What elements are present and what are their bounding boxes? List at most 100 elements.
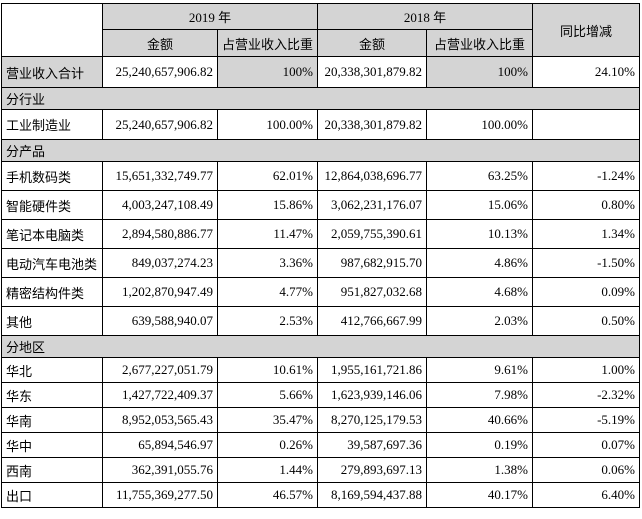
yoy-cell: 1.34% (532, 219, 641, 249)
ratio-2019-cell: 5.66% (216, 382, 319, 408)
row-label-cell: 华中 (1, 432, 103, 458)
row-label-cell: 笔记本电脑类 (1, 219, 103, 249)
ratio-2018-cell: 15.06% (426, 190, 534, 220)
yoy-cell: 0.07% (532, 432, 641, 458)
amount-2018-cell: 3,062,231,176.07 (317, 190, 428, 220)
table-row: 西南 362,391,055.76 1.44% 279,893,697.13 1.38%… (1, 457, 641, 483)
row-label-cell: 出口 (1, 482, 103, 508)
yoy-cell: 0.50% (532, 306, 641, 336)
yoy-cell: 0.06% (532, 457, 641, 483)
ratio-2018-cell: 0.19% (426, 432, 534, 458)
year-2019-header: 2019 年 (101, 3, 319, 30)
table-row: 华北 2,677,227,051.79 10.61% 1,955,161,721.86… (1, 357, 641, 383)
section-row: 分产品 (0, 139, 641, 162)
ratio-2018-cell: 9.61% (426, 357, 534, 383)
amount-2018-cell: 1,955,161,721.86 (317, 357, 428, 383)
ratio-2018-cell: 4.86% (426, 248, 534, 278)
amount-2018-cell: 39,587,697.36 (317, 432, 428, 458)
amount-2019-cell: 15,651,332,749.77 (102, 161, 218, 191)
yoy-cell: 0.80% (532, 190, 641, 220)
amount-2019-cell: 25,240,657,906.82 (102, 109, 218, 140)
table-row: 手机数码类 15,651,332,749.77 62.01% 12,864,038,6… (1, 161, 641, 191)
amount-2019-cell: 65,894,546.97 (102, 432, 218, 458)
year-2018-header: 2018 年 (317, 3, 534, 30)
row-label-cell: 手机数码类 (1, 161, 103, 191)
amount-2019-cell: 2,894,580,886.77 (102, 219, 218, 249)
ratio-2018-cell: 40.66% (426, 407, 534, 433)
table-row: 出口 11,755,369,277.50 46.57% 8,169,594,437.8… (1, 482, 641, 508)
ratio-2019-cell: 0.26% (216, 432, 319, 458)
amount-2018-cell: 20,338,301,879.82 (317, 56, 428, 88)
table-row: 智能硬件类 4,003,247,108.49 15.86% 3,062,231,176… (1, 190, 641, 220)
row-label-cell: 华南 (1, 407, 103, 433)
amount-2018-cell: 2,059,755,390.61 (317, 219, 428, 249)
table-row: 华南 8,952,053,565.43 35.47% 8,270,125,179.53… (1, 407, 641, 433)
row-label-cell: 工业制造业 (1, 109, 103, 140)
amount-2019-cell: 1,427,722,409.37 (102, 382, 218, 408)
ratio-2018-cell: 2.03% (426, 306, 534, 336)
row-label-cell: 精密结构件类 (1, 277, 103, 307)
ratio-2019-cell: 10.61% (216, 357, 319, 383)
table-row: 华中 65,894,546.97 0.26% 39,587,697.36 0.19% 0.… (1, 432, 641, 458)
ratio-2019-cell: 15.86% (216, 190, 319, 220)
ratio-2018-cell: 10.13% (426, 219, 534, 249)
yoy-header: 同比增减 (532, 3, 641, 57)
ratio-2019-cell: 46.57% (216, 482, 319, 508)
corner-cell (1, 3, 103, 57)
table-row: 笔记本电脑类 2,894,580,886.77 11.47% 2,059,755,39… (1, 219, 641, 249)
yoy-cell: -1.50% (532, 248, 641, 278)
amount-2019-cell: 2,677,227,051.79 (102, 357, 218, 383)
ratio-2019-cell: 4.77% (216, 277, 319, 307)
ratio-2018-cell: 100% (426, 56, 534, 88)
table-row: 营业收入合计 25,240,657,906.82 100% 20,338,301,87… (1, 56, 641, 88)
ratio-2019-cell: 2.53% (216, 306, 319, 336)
table-body: 营业收入合计 25,240,657,906.82 100% 20,338,301,87… (0, 56, 641, 508)
amount-2018-cell: 951,827,032.68 (317, 277, 428, 307)
yoy-cell: 24.10% (532, 56, 641, 88)
amount-2019-cell: 849,037,274.23 (102, 248, 218, 278)
ratio-2018-cell: 1.38% (426, 457, 534, 483)
amount-2019-cell: 25,240,657,906.82 (102, 56, 218, 88)
section-label: 分地区 (0, 335, 641, 358)
yoy-cell: -5.19% (532, 407, 641, 433)
table-header: 2019 年 2018 年 同比增减 金额 占营业收入比重 金额 占营业收入比重 (1, 3, 641, 57)
amount-2019-header: 金额 (102, 29, 218, 57)
ratio-2019-cell: 62.01% (216, 161, 319, 191)
amount-2018-cell: 8,169,594,437.88 (317, 482, 428, 508)
ratio-2019-cell: 100% (216, 56, 319, 88)
ratio-2018-cell: 63.25% (426, 161, 534, 191)
row-label-cell: 电动汽车电池类 (1, 248, 103, 278)
ratio-2019-cell: 1.44% (216, 457, 319, 483)
ratio-2019-cell: 100.00% (216, 109, 319, 140)
table-row: 华东 1,427,722,409.37 5.66% 1,623,939,146.06 7… (1, 382, 641, 408)
ratio-2019-cell: 11.47% (216, 219, 319, 249)
row-label-cell: 智能硬件类 (1, 190, 103, 220)
table-row: 其他 639,588,940.07 2.53% 412,766,667.99 2.03%… (1, 306, 641, 336)
amount-2018-cell: 987,682,915.70 (317, 248, 428, 278)
amount-2019-cell: 362,391,055.76 (102, 457, 218, 483)
amount-2018-cell: 1,623,939,146.06 (317, 382, 428, 408)
amount-2018-cell: 12,864,038,696.77 (317, 161, 428, 191)
amount-2018-cell: 412,766,667.99 (317, 306, 428, 336)
amount-2018-cell: 20,338,301,879.82 (317, 109, 428, 140)
ratio-2018-cell: 4.68% (426, 277, 534, 307)
amount-2018-header: 金额 (317, 29, 428, 57)
amount-2018-cell: 8,270,125,179.53 (317, 407, 428, 433)
yoy-cell: 6.40% (532, 482, 641, 508)
amount-2018-cell: 279,893,697.13 (317, 457, 428, 483)
table-row: 电动汽车电池类 849,037,274.23 3.36% 987,682,915.70… (1, 248, 641, 278)
row-label-cell: 华东 (1, 382, 103, 408)
ratio-2019-cell: 35.47% (216, 407, 319, 433)
header-row-years: 2019 年 2018 年 同比增减 (1, 3, 641, 57)
table-row: 工业制造业 25,240,657,906.82 100.00% 20,338,301,… (1, 109, 641, 140)
ratio-2018-cell: 100.00% (426, 109, 534, 140)
ratio-2019-header: 占营业收入比重 (216, 29, 319, 57)
yoy-cell: -1.24% (532, 161, 641, 191)
row-label-cell: 营业收入合计 (1, 56, 103, 88)
row-label-cell: 其他 (1, 306, 103, 336)
section-row: 分地区 (0, 335, 641, 358)
section-label: 分产品 (0, 139, 641, 162)
section-label: 分行业 (0, 87, 641, 110)
amount-2019-cell: 1,202,870,947.49 (102, 277, 218, 307)
amount-2019-cell: 11,755,369,277.50 (102, 482, 218, 508)
